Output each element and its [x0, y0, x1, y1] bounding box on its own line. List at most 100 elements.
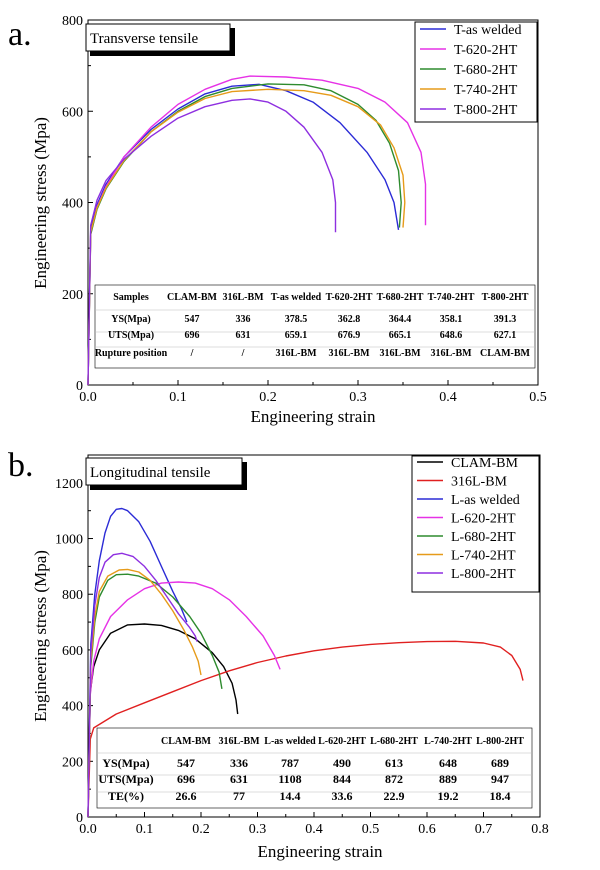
table-cell: 689	[491, 756, 509, 770]
series-line-l-680-2ht	[87, 573, 223, 818]
legend-label: L-as welded	[451, 493, 520, 508]
table-header-cell: Samples	[113, 292, 149, 303]
legend-label: 316L-BM	[451, 475, 508, 490]
table-cell: 889	[439, 772, 457, 786]
table-header-cell: L-740-2HT	[424, 736, 472, 747]
legend-label: CLAM-BM	[451, 456, 518, 471]
table-cell: 316L-BM	[328, 348, 370, 359]
table-cell: 627.1	[494, 330, 517, 341]
table-cell: UTS(Mpa)	[98, 772, 153, 786]
legend-label: L-680-2HT	[451, 530, 516, 545]
plot-b-title: Longitudinal tensile	[90, 465, 211, 481]
plot-a-legend-box	[414, 21, 538, 123]
legend-label: T-800-2HT	[454, 103, 518, 118]
table-cell: 316L-BM	[379, 348, 421, 359]
table-header-cell: T-620-2HT	[326, 292, 373, 303]
table-header-cell: L-680-2HT	[370, 736, 418, 747]
plot-b-legend-box	[411, 455, 540, 593]
x-tick-label: 0.4	[439, 390, 457, 405]
series-line-l-740-2ht	[87, 568, 202, 818]
table-cell: 336	[230, 756, 248, 770]
table-header-cell: T-740-2HT	[428, 292, 475, 303]
table-cell: 1108	[278, 772, 301, 786]
table-cell: 316L-BM	[430, 348, 472, 359]
legend-label: L-800-2HT	[451, 567, 516, 582]
table-cell: 19.2	[438, 789, 459, 803]
table-cell: 391.3	[494, 314, 517, 325]
table-cell: 631	[230, 772, 248, 786]
table-cell: 77	[233, 789, 245, 803]
table-header-cell: L-620-2HT	[318, 736, 366, 747]
table-header-cell: CLAM-BM	[161, 736, 212, 747]
plot-a-axes: 0.0 0.1 0.2 0.3 0.4 0.5 0 200 400 600 800	[62, 14, 547, 405]
series-line-clam-bm	[87, 623, 239, 818]
series-line-t-as-welded	[87, 83, 400, 386]
table-cell: 631	[236, 330, 251, 341]
table-cell: 665.1	[389, 330, 412, 341]
x-tick-label: 0.1	[169, 390, 187, 405]
table-cell: 26.6	[176, 789, 197, 803]
table-cell: 696	[185, 330, 200, 341]
table-cell: 659.1	[285, 330, 308, 341]
y-tick-label: 400	[62, 197, 83, 212]
table-cell: 33.6	[332, 789, 353, 803]
table-header-cell: L-as welded	[264, 736, 316, 747]
y-tick-label: 1000	[55, 533, 83, 548]
series-line-316l-bm	[87, 640, 524, 818]
legend-label: T-as welded	[454, 23, 522, 38]
plot-a-series	[87, 75, 427, 386]
plot-b-xlabel: Engineering strain	[257, 842, 383, 861]
x-tick-label: 0.3	[349, 390, 367, 405]
table-cell: TE(%)	[108, 789, 144, 803]
table-cell: 18.4	[490, 789, 511, 803]
table-cell: 316L-BM	[275, 348, 317, 359]
table-frame	[94, 284, 536, 369]
plot-b-title-box	[85, 457, 243, 486]
table-cell: YS(Mpa)	[111, 314, 150, 325]
legend-label: T-740-2HT	[454, 83, 518, 98]
y-tick-label: 0	[76, 379, 83, 394]
table-header-cell: 316L-BM	[218, 736, 260, 747]
table-header-cell: T-680-2HT	[377, 292, 424, 303]
x-tick-label: 0.7	[475, 822, 493, 837]
table-cell: 364.4	[389, 314, 412, 325]
y-tick-label: 800	[62, 588, 83, 603]
plot-a-table: Samples CLAM-BM 316L-BM T-as welded T-620-2H…	[94, 284, 536, 369]
table-cell: 336	[236, 314, 251, 325]
y-tick-label: 200	[62, 288, 83, 303]
legend-label: T-620-2HT	[454, 43, 518, 58]
table-cell: 362.8	[338, 314, 361, 325]
plot-b-table: CLAM-BM 316L-BM L-as welded L-620-2HT L-680-…	[96, 727, 533, 809]
table-header-cell: T-800-2HT	[482, 292, 529, 303]
panel-b-label: b.	[8, 447, 34, 484]
x-tick-label: 0.2	[192, 822, 210, 837]
table-cell: 547	[177, 756, 195, 770]
plot-a-xlabel: Engineering strain	[250, 407, 376, 426]
panel-b: b. 0.0 0.1 0.2 0.3 0.4 0.5 0.6 0.7 0.8 0 200 400 600…	[8, 447, 549, 861]
table-cell: 648.6	[440, 330, 463, 341]
plot-b-ylabel: Engineering stress (Mpa)	[31, 550, 50, 722]
legend-label: L-620-2HT	[451, 512, 516, 527]
series-line-t-800-2ht	[87, 98, 337, 386]
table-cell: CLAM-BM	[480, 348, 531, 359]
legend-label: L-740-2HT	[451, 549, 516, 564]
x-tick-label: 0.8	[531, 822, 549, 837]
table-header-cell: 316L-BM	[222, 292, 264, 303]
table-header-cell: L-800-2HT	[476, 736, 524, 747]
x-tick-label: 0.1	[136, 822, 154, 837]
series-line-l-620-2ht	[87, 581, 281, 818]
table-cell: 358.1	[440, 314, 463, 325]
x-tick-label: 0.6	[418, 822, 436, 837]
table-header-cell: T-as welded	[271, 292, 322, 303]
table-header-cell: CLAM-BM	[167, 292, 218, 303]
panel-a-label: a.	[8, 16, 32, 53]
plot-a-legend: T-as welded T-620-2HT T-680-2HT T-740-2HT T-…	[420, 23, 522, 118]
table-cell: Rupture position	[95, 348, 168, 359]
y-tick-label: 200	[62, 755, 83, 770]
y-tick-label: 600	[62, 644, 83, 659]
x-tick-label: 0.5	[362, 822, 380, 837]
x-tick-label: 0.0	[79, 390, 97, 405]
plot-b-series	[87, 507, 524, 818]
panel-a: a. 0.0 0.1 0.2 0.3 0.4 0.5 0 200 400 600 800 Engin…	[8, 14, 547, 426]
